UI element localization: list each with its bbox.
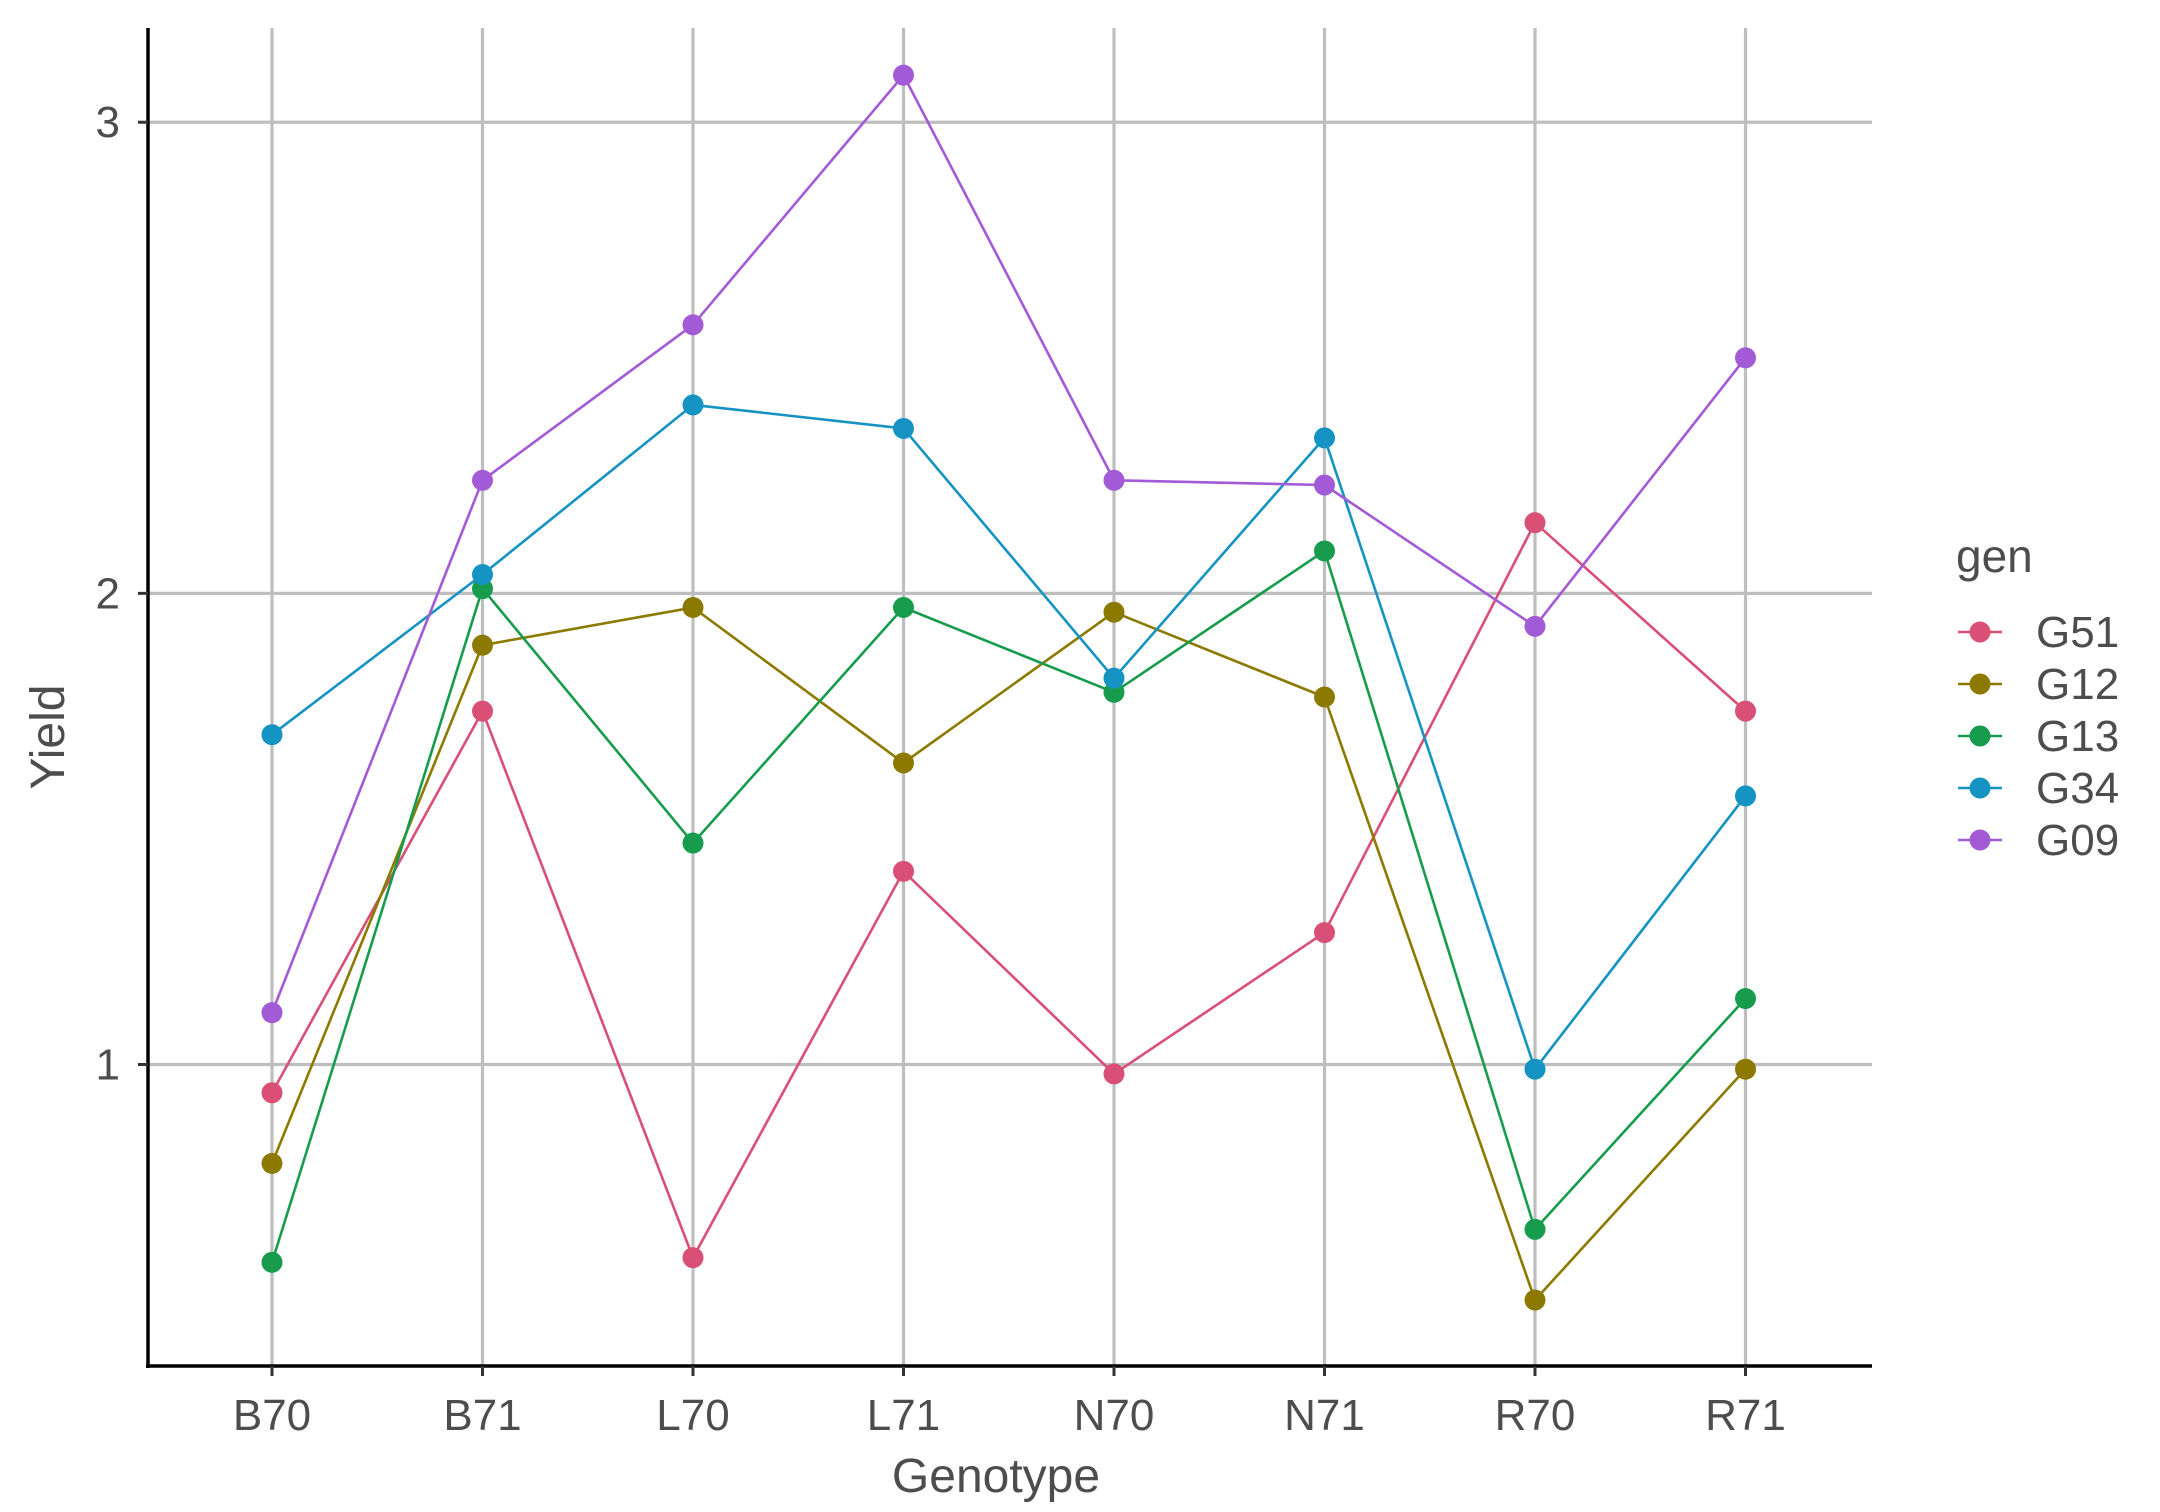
legend-item: G51 <box>1958 608 2119 657</box>
y-tick-label: 2 <box>96 569 120 618</box>
data-point <box>682 314 704 336</box>
series-line <box>270 606 1747 1302</box>
data-point <box>1314 686 1335 708</box>
legend-item: G09 <box>1958 816 2119 865</box>
data-point <box>261 1251 283 1273</box>
legend-title: gen <box>1956 530 2033 582</box>
y-tick-label: 3 <box>96 98 120 147</box>
x-tick-label: N71 <box>1284 1391 1365 1440</box>
data-point <box>1524 512 1546 534</box>
data-point <box>682 832 704 854</box>
series-G12 <box>261 596 1756 1311</box>
legend-label: G09 <box>2036 816 2119 865</box>
data-point <box>1735 700 1756 722</box>
series-G09 <box>261 64 1756 1024</box>
data-point <box>893 596 914 618</box>
data-point <box>1103 667 1125 689</box>
series-line <box>270 549 1747 1263</box>
data-point <box>261 724 283 746</box>
data-point <box>1524 615 1546 637</box>
legend-label: G13 <box>2036 712 2119 761</box>
data-point <box>1524 1289 1546 1311</box>
x-tick-label: N70 <box>1074 1391 1155 1440</box>
series-group <box>261 64 1756 1311</box>
axes <box>138 28 1872 1376</box>
data-point <box>472 564 493 586</box>
data-point <box>261 1082 283 1104</box>
data-point <box>893 752 914 774</box>
data-point <box>1314 474 1335 496</box>
legend-item: G12 <box>1958 660 2119 709</box>
y-tick-label: 1 <box>96 1040 120 1089</box>
x-axis-title: Genotype <box>892 1450 1100 1503</box>
series-G34 <box>261 394 1756 1080</box>
data-point <box>472 634 493 656</box>
data-point <box>1735 1058 1756 1080</box>
data-point <box>1524 1058 1546 1080</box>
data-point <box>1103 469 1125 491</box>
grid <box>148 28 1872 1366</box>
data-point <box>472 469 493 491</box>
data-point <box>1103 601 1125 623</box>
data-point <box>1314 540 1335 562</box>
x-tick-label: L70 <box>656 1391 729 1440</box>
x-tick-label: R70 <box>1495 1391 1576 1440</box>
data-point <box>1735 988 1756 1010</box>
data-point <box>1314 427 1335 449</box>
y-axis-title: Yield <box>22 685 75 790</box>
legend-key-point <box>1969 777 1991 799</box>
data-point <box>472 700 493 722</box>
data-point <box>682 1247 704 1269</box>
series-line <box>270 521 1747 1259</box>
tick-labels: B70 B71 L70 L71 N70 N71 R70 R71 1 2 3 <box>96 98 1786 1440</box>
legend-key-point <box>1969 673 1991 695</box>
data-point <box>1103 1063 1125 1085</box>
legend-label: G51 <box>2036 608 2119 657</box>
data-point <box>1735 347 1756 369</box>
data-point <box>893 860 914 882</box>
legend-label: G12 <box>2036 660 2119 709</box>
series-line <box>270 73 1747 1014</box>
data-point <box>261 1002 283 1024</box>
data-point <box>261 1152 283 1174</box>
x-tick-label: L71 <box>867 1391 940 1440</box>
data-point <box>893 417 914 439</box>
legend-key-point <box>1969 725 1991 747</box>
data-point <box>1314 922 1335 944</box>
legend-item: G34 <box>1958 764 2119 813</box>
data-point <box>682 394 704 416</box>
x-tick-label: B70 <box>233 1391 311 1440</box>
legend-item: G13 <box>1958 712 2119 761</box>
x-tick-label: B71 <box>443 1391 521 1440</box>
legend-key-point <box>1969 829 1991 851</box>
legend-label: G34 <box>2036 764 2119 813</box>
data-point <box>682 596 704 618</box>
data-point <box>1735 785 1756 807</box>
x-tick-label: R71 <box>1705 1391 1786 1440</box>
data-point <box>893 64 914 86</box>
series-line <box>271 403 1747 1071</box>
data-point <box>1524 1218 1546 1240</box>
series-G51 <box>261 512 1756 1269</box>
legend-key-point <box>1969 621 1991 643</box>
